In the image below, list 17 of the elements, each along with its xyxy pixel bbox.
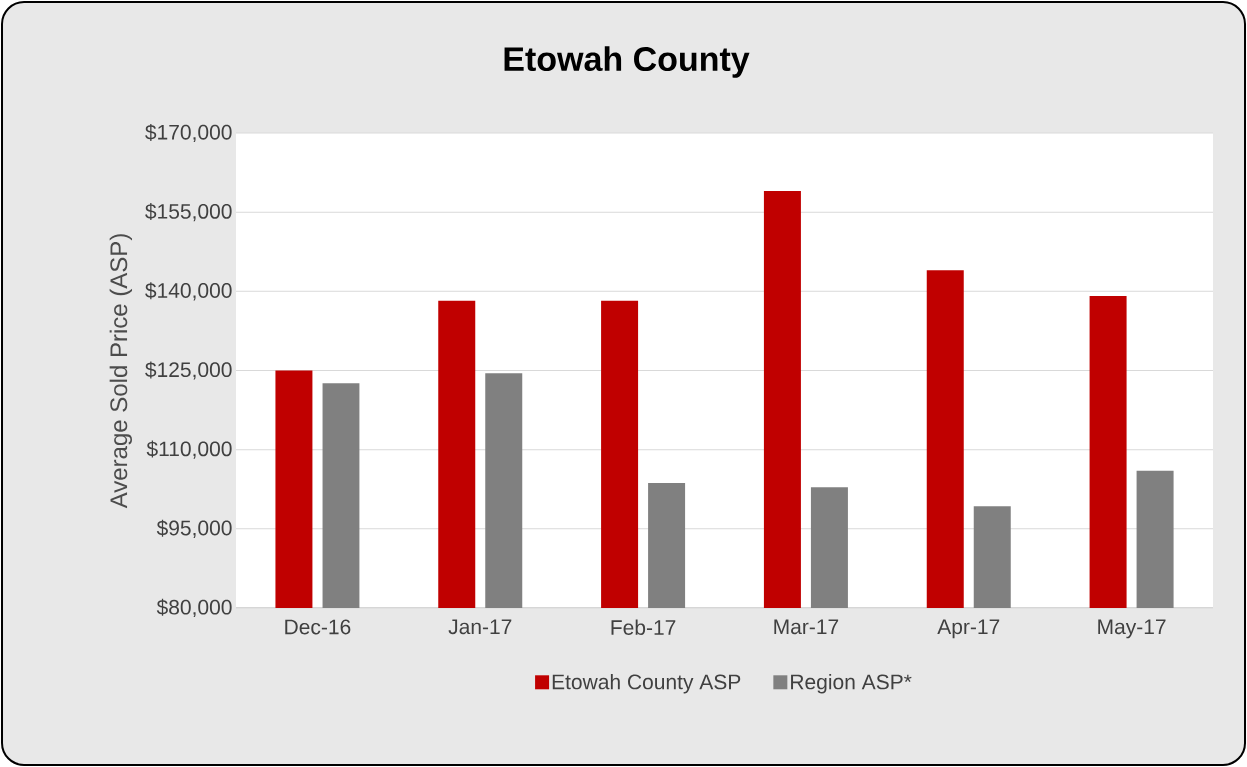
y-tick-label: $95,000 [156,519,232,538]
x-tick-label: Jan-17 [448,619,512,635]
x-tick-label: Apr-17 [937,619,1000,639]
y-tick-label: $155,000 [145,203,232,222]
legend-label: Etowah County ASP [552,673,741,694]
y-axis-title: Average Sold Price (ASP) [109,234,133,509]
legend-label: Region ASP* [791,673,912,694]
y-tick-label: $140,000 [145,282,232,301]
y-tick-label: $125,000 [145,361,232,380]
x-tick-label: Feb-17 [611,619,676,635]
x-tick-label: May-17 [1098,619,1166,639]
chart-title: Etowah County [504,46,750,78]
y-tick-label: $170,000 [145,123,232,143]
y-tick-label: $80,000 [156,598,232,618]
x-tick-label: Mar-17 [774,619,839,635]
x-tick-label: Dec-16 [285,619,351,635]
y-tick-label: $110,000 [146,440,232,459]
